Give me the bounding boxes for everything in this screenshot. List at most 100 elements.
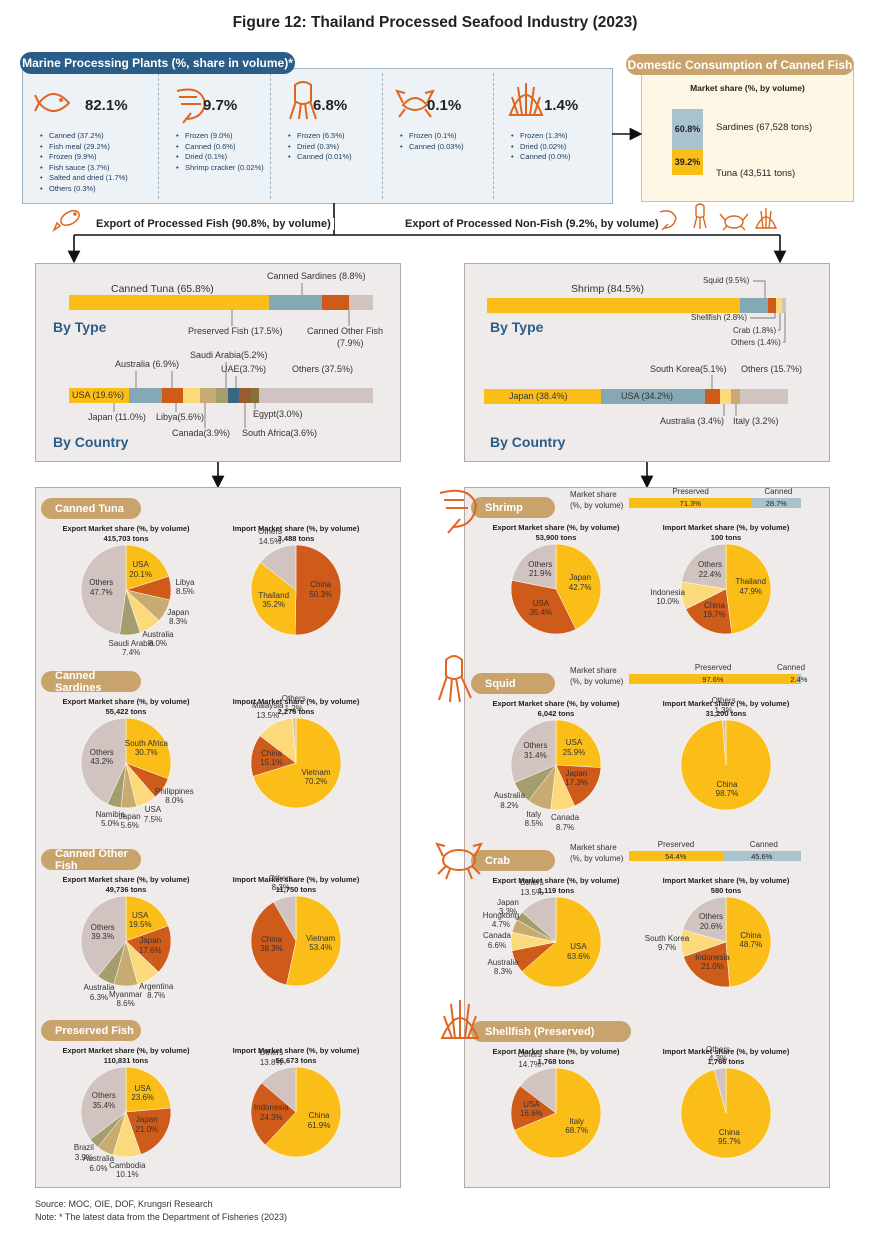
import-pie	[680, 896, 772, 988]
fish-by-country-title: By Country	[53, 434, 129, 450]
pie-slice-others	[292, 717, 297, 764]
pie-label: Myanmar 8.6%	[96, 990, 156, 1009]
pie-label: USA 23.6%	[113, 1084, 173, 1103]
export-market-head: Export Market share (%, by volume)	[492, 876, 620, 885]
pie-label-value: 20.6%	[699, 921, 723, 931]
pie-label-name: Brazil	[73, 1143, 94, 1153]
label-canada: Canada(3.9%)	[172, 428, 231, 438]
pie-label-name: China	[740, 930, 762, 940]
ms-label-line1: Market share	[570, 666, 617, 675]
section-title: Shrimp	[471, 497, 555, 518]
export-fish-label: Export of Processed Fish (90.8%, by volu…	[93, 218, 334, 230]
pie-slice-indonesia	[250, 1082, 297, 1146]
pie-label-name: China	[261, 934, 282, 944]
import-market-head: Import Market share (%, by volume)	[662, 699, 790, 708]
pie-label: Canada 8.7%	[535, 813, 595, 832]
pie-label-name: Australia	[83, 983, 115, 993]
plant-breakdown-list: Canned (37.2%)Fish meal (29.2%)Frozen (9…	[39, 131, 128, 194]
plant-breakdown-item: Frozen (0.1%)	[409, 131, 464, 142]
pie-label-value: 42.7%	[568, 582, 592, 592]
pie-label: Libya 8.5%	[155, 578, 215, 597]
pie-label-value: 43.2%	[90, 757, 114, 767]
pie-label-value: 17.3%	[565, 778, 588, 788]
pie-label-value: 8.0%	[165, 796, 184, 806]
pie-label: Australia 8.3%	[473, 958, 533, 977]
pie-label: Others 4.3%	[688, 1045, 748, 1064]
pie-slice-vietnam	[252, 717, 342, 809]
label-south-korea-nf: South Korea(5.1%)	[650, 364, 727, 374]
import-market-tons: 580 tons	[710, 886, 742, 895]
label-crab: Crab (1.8%)	[733, 326, 777, 335]
pie-label-name: Namibia	[95, 809, 125, 819]
pie-label-name: Philippines	[155, 786, 194, 796]
export-market-head: Export Market share (%, by volume)	[492, 1047, 620, 1056]
ms-bar: 97.6% 2.4%	[629, 674, 807, 684]
pie-label-value: 6.0%	[89, 1163, 108, 1173]
pie-slice-others	[722, 719, 727, 766]
pie-label-name: China	[703, 600, 725, 610]
pie-label-value: 48.7%	[739, 940, 763, 950]
bar-segment	[69, 295, 270, 310]
import-market-head: Import Market share (%, by volume)	[232, 524, 360, 533]
pie-label: Others 8.3%	[251, 874, 311, 893]
plant-divider	[270, 73, 271, 199]
pie-label-value: 8.5%	[175, 587, 195, 597]
ms-bar: 71.3% 28.7%	[629, 498, 801, 508]
pie-label-name: Japan	[135, 1115, 158, 1125]
label-australia-nf: Australia (3.4%)	[660, 416, 725, 426]
ms-preserved-seg: 97.6%	[629, 674, 797, 684]
plant-breakdown-item: Canned (0.6%)	[185, 142, 264, 153]
pie-label-name: Thailand	[258, 590, 290, 600]
pie-label-value: 25.9%	[562, 747, 586, 757]
pie-label-value: 16.6%	[520, 1109, 543, 1119]
bar-segment	[69, 388, 129, 403]
export-pie	[510, 1067, 602, 1159]
import-market-tons: 2,276 tons	[277, 707, 315, 716]
pie-label: Cambodia 10.1%	[97, 1161, 157, 1180]
plant-divider	[158, 73, 159, 199]
pie-label-name: Canada	[482, 931, 512, 941]
pie-label-value: 1.2%	[284, 703, 303, 713]
plant-breakdown-item: Salted and dried (1.7%)	[49, 173, 128, 184]
pie-label: Others 14.5%	[240, 527, 300, 546]
bar-segment	[258, 388, 373, 403]
pie-label-value: 21.9%	[528, 569, 552, 579]
export-market-tons: 1,768 tons	[537, 1057, 575, 1066]
pie-label: Japan 21.0%	[117, 1115, 177, 1134]
plant-group-fish: 82.1% Canned (37.2%)Fish meal (29.2%)Froz…	[23, 69, 159, 203]
pie-label-name: Others	[89, 578, 114, 588]
pie-label: Brazil 3.9%	[54, 1143, 114, 1162]
pie-slice-usa	[125, 895, 169, 942]
section-title: Canned Tuna	[41, 498, 141, 519]
pie-label: Japan 8.3%	[148, 608, 208, 627]
plant-breakdown-item: Canned (0.03%)	[409, 142, 464, 153]
pie-label-value: 20.1%	[129, 569, 152, 579]
plant-share: 0.1%	[427, 97, 462, 114]
pie-slice-vietnam	[286, 895, 342, 987]
pie-label-name: China	[308, 1111, 330, 1121]
pie-label: USA 7.5%	[123, 805, 183, 824]
pie-label: Argentina 8.7%	[126, 982, 186, 1001]
pie-label-value: 35.4%	[529, 608, 553, 618]
pie-slice-thailand	[250, 562, 297, 636]
squid-icon	[693, 203, 707, 229]
pie-label-value: 30.7%	[134, 748, 158, 758]
bar-segment	[600, 389, 705, 404]
bar-segment	[720, 389, 731, 404]
crab-icon	[719, 213, 749, 231]
label-saudi-arabia: Saudi Arabia(5.2%)	[190, 350, 268, 360]
ms-label-line2: (%, by volume)	[570, 501, 624, 510]
pie-label-value: 47.7%	[89, 587, 113, 597]
pie-label-value: 13.5%	[256, 710, 280, 720]
import-market-tons: 100 tons	[710, 533, 742, 542]
label-uae: UAE(3.7%)	[221, 364, 267, 374]
pie-label-name: Argentina	[139, 981, 174, 991]
pie-label-name: Japan	[569, 573, 591, 583]
pie-label-name: Others	[268, 873, 293, 883]
pie-label-name: Others	[711, 696, 736, 706]
label-shrimp: Shrimp (84.5%)	[571, 283, 644, 295]
pie-label-name: Australia	[82, 1154, 115, 1164]
pie-label: Namibia 5.0%	[80, 810, 140, 829]
pie-label: Others 1.3%	[694, 696, 754, 715]
pie-slice-others	[273, 895, 297, 942]
